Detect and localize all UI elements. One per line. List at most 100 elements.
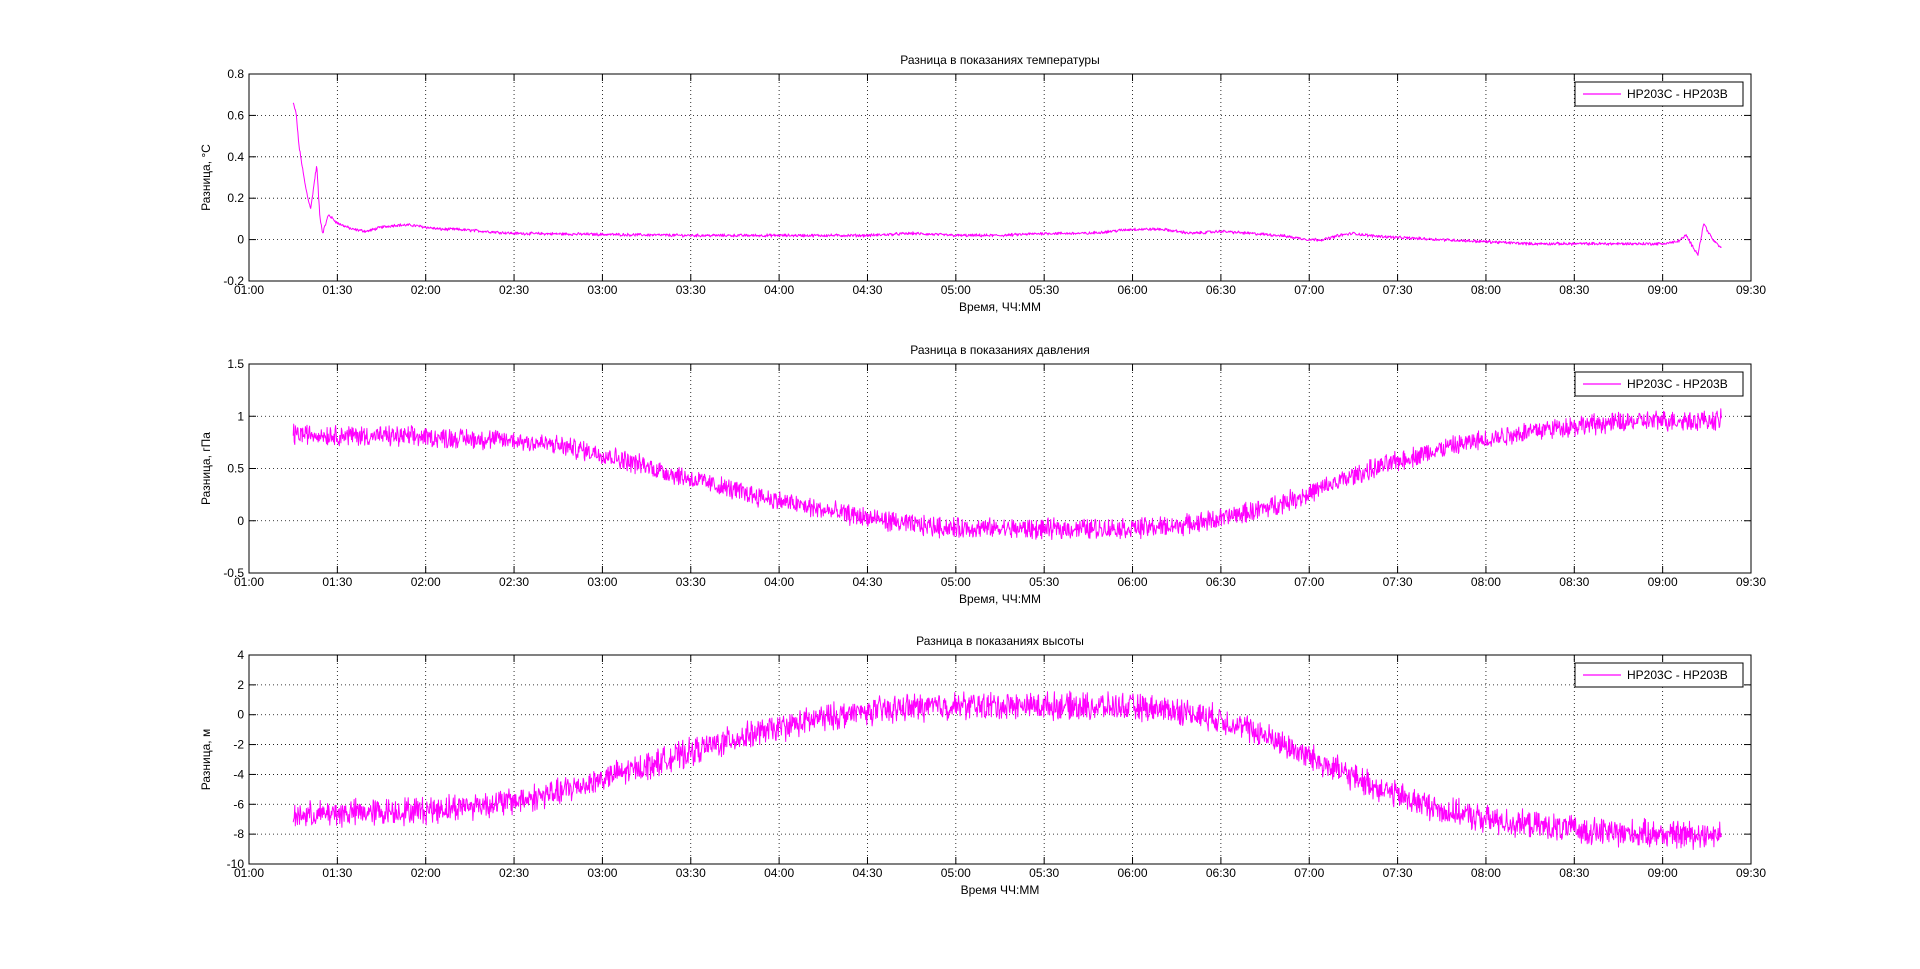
legend-entry: HP203C - HP203B bbox=[1627, 87, 1728, 101]
x-tick-label: 05:00 bbox=[941, 866, 971, 880]
legend: HP203C - HP203B bbox=[1574, 81, 1744, 107]
x-tick-label: 08:30 bbox=[1559, 866, 1589, 880]
legend: HP203C - HP203B bbox=[1574, 662, 1744, 688]
grid bbox=[249, 655, 1751, 864]
y-tick-label: -6 bbox=[233, 797, 244, 811]
y-tick-label: 1 bbox=[237, 409, 244, 423]
plot-area bbox=[249, 655, 1751, 864]
x-tick-label: 04:00 bbox=[764, 283, 794, 297]
axes-box bbox=[248, 654, 1752, 865]
plot-area bbox=[249, 74, 1751, 281]
chart-panel-3: 01:00 01:30 02:00 02:30 03:00 03:30 04:00 04:30… bbox=[199, 634, 1766, 897]
x-tick-label: 01:00 bbox=[234, 866, 264, 880]
chart-title: Разница в показаниях высоты bbox=[916, 634, 1084, 648]
x-tick-label: 03:30 bbox=[676, 575, 706, 589]
x-tick-label: 08:30 bbox=[1559, 575, 1589, 589]
x-tick-label: 02:30 bbox=[499, 866, 529, 880]
x-tick-label: 07:30 bbox=[1383, 575, 1413, 589]
x-tick-label: 04:00 bbox=[764, 575, 794, 589]
x-tick-label: 09:00 bbox=[1648, 866, 1678, 880]
x-tick-label: 03:00 bbox=[587, 283, 617, 297]
x-tick-label: 09:00 bbox=[1648, 575, 1678, 589]
x-tick-label: 01:30 bbox=[322, 866, 352, 880]
x-tick-label: 06:30 bbox=[1206, 866, 1236, 880]
x-tick-label: 08:00 bbox=[1471, 283, 1501, 297]
x-tick-label: 05:00 bbox=[941, 283, 971, 297]
y-tick-label: 2 bbox=[237, 678, 244, 692]
y-axis-label: Разница, °С bbox=[199, 144, 213, 211]
x-tick-label: 04:30 bbox=[852, 283, 882, 297]
grid bbox=[249, 364, 1751, 573]
x-tick-label: 05:30 bbox=[1029, 283, 1059, 297]
legend: HP203C - HP203B bbox=[1574, 371, 1744, 397]
x-tick-label: 01:30 bbox=[322, 283, 352, 297]
x-tick-label: 06:00 bbox=[1118, 866, 1148, 880]
x-tick-label: 08:30 bbox=[1559, 283, 1589, 297]
x-tick-label: 04:30 bbox=[852, 866, 882, 880]
y-tick-label: -4 bbox=[233, 767, 244, 781]
x-tick-label: 06:30 bbox=[1206, 283, 1236, 297]
y-tick-label: -10 bbox=[227, 857, 245, 871]
x-tick-label: 03:00 bbox=[587, 575, 617, 589]
y-tick-label: 0 bbox=[237, 708, 244, 722]
x-tick-label: 03:30 bbox=[676, 866, 706, 880]
y-tick-label: -0.2 bbox=[223, 274, 244, 288]
grid bbox=[249, 74, 1751, 281]
x-tick-label: 09:30 bbox=[1736, 866, 1766, 880]
y-tick-label: 0.2 bbox=[227, 191, 244, 205]
chart-panel-2: 01:00 01:30 02:00 02:30 03:00 03:30 04:00 04:30… bbox=[199, 343, 1766, 606]
legend-entry: HP203C - HP203B bbox=[1627, 668, 1728, 682]
x-tick-label: 04:30 bbox=[852, 575, 882, 589]
y-tick-label: 0.8 bbox=[227, 67, 244, 81]
x-tick-label: 08:00 bbox=[1471, 866, 1501, 880]
x-tick-label: 09:30 bbox=[1736, 283, 1766, 297]
x-tick-label: 07:00 bbox=[1294, 866, 1324, 880]
x-tick-label: 02:00 bbox=[411, 575, 441, 589]
y-tick-label: -2 bbox=[233, 738, 244, 752]
y-tick-label: 0.5 bbox=[227, 462, 244, 476]
y-axis-label: Разница, м bbox=[199, 729, 213, 790]
x-axis-label: Время, ЧЧ:ММ bbox=[959, 592, 1041, 606]
x-tick-label: 06:00 bbox=[1118, 575, 1148, 589]
y-tick-label: 0.4 bbox=[227, 150, 244, 164]
y-tick-label: -8 bbox=[233, 827, 244, 841]
x-tick-label: 05:00 bbox=[941, 575, 971, 589]
series-line-1 bbox=[292, 102, 1722, 256]
x-tick-label: 01:00 bbox=[234, 575, 264, 589]
y-tick-label: 0.6 bbox=[227, 108, 244, 122]
plot-area bbox=[249, 364, 1751, 573]
x-axis-label: Время ЧЧ:ММ bbox=[961, 883, 1040, 897]
series-line-1 bbox=[292, 408, 1722, 540]
y-tick-label: 0 bbox=[237, 233, 244, 247]
x-tick-label: 07:30 bbox=[1383, 866, 1413, 880]
x-axis-label: Время, ЧЧ:ММ bbox=[959, 300, 1041, 314]
axes-box bbox=[248, 73, 1752, 282]
x-tick-label: 06:00 bbox=[1118, 283, 1148, 297]
x-tick-label: 03:00 bbox=[587, 866, 617, 880]
x-tick-label: 01:30 bbox=[322, 575, 352, 589]
y-tick-label: -0.5 bbox=[223, 566, 244, 580]
x-tick-label: 06:30 bbox=[1206, 575, 1236, 589]
x-tick-label: 02:30 bbox=[499, 283, 529, 297]
y-tick-label: 0 bbox=[237, 514, 244, 528]
x-tick-label: 02:00 bbox=[411, 866, 441, 880]
x-tick-label: 07:00 bbox=[1294, 575, 1324, 589]
x-tick-label: 05:30 bbox=[1029, 575, 1059, 589]
x-tick-label: 05:30 bbox=[1029, 866, 1059, 880]
x-tick-label: 08:00 bbox=[1471, 575, 1501, 589]
x-tick-label: 02:00 bbox=[411, 283, 441, 297]
x-tick-label: 09:00 bbox=[1648, 283, 1678, 297]
chart-title: Разница в показаниях давления bbox=[910, 343, 1089, 357]
series-line-1 bbox=[292, 690, 1722, 850]
y-axis-label: Разница, гПа bbox=[199, 432, 213, 505]
chart-panel-1: 01:00 01:30 02:00 02:30 03:00 03:30 04:00 04:30… bbox=[199, 53, 1766, 314]
x-tick-label: 04:00 bbox=[764, 866, 794, 880]
y-tick-label: 4 bbox=[237, 648, 244, 662]
y-tick-label: 1.5 bbox=[227, 357, 244, 371]
x-tick-label: 02:30 bbox=[499, 575, 529, 589]
x-tick-label: 01:00 bbox=[234, 283, 264, 297]
chart-title: Разница в показаниях температуры bbox=[900, 53, 1099, 67]
x-tick-label: 03:30 bbox=[676, 283, 706, 297]
